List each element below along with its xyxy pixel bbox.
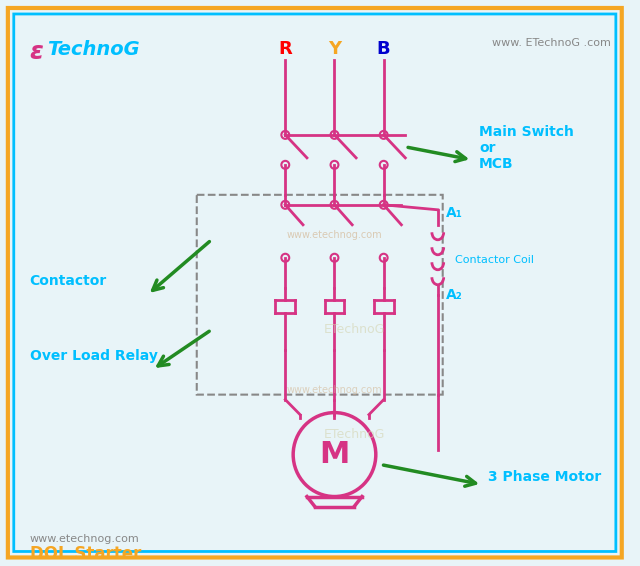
- Text: B: B: [377, 40, 390, 58]
- Text: www. ETechnoG .com: www. ETechnoG .com: [492, 38, 611, 48]
- Text: DOL Starter: DOL Starter: [29, 546, 141, 564]
- Text: A₂: A₂: [445, 288, 463, 302]
- Text: www.etechnog.com: www.etechnog.com: [287, 385, 382, 395]
- Text: www.etechnog.com: www.etechnog.com: [29, 534, 140, 544]
- Text: TechnoG: TechnoG: [47, 40, 140, 59]
- FancyBboxPatch shape: [14, 14, 616, 551]
- Text: Contactor Coil: Contactor Coil: [456, 255, 534, 265]
- Text: ETechnoG: ETechnoG: [323, 428, 385, 441]
- Text: ETechnoG: ETechnoG: [323, 323, 385, 336]
- Text: R: R: [278, 40, 292, 58]
- Text: Main Switch
or
MCB: Main Switch or MCB: [479, 125, 574, 171]
- Text: Y: Y: [328, 40, 341, 58]
- Text: Contactor: Contactor: [29, 274, 107, 288]
- Text: www.etechnog.com: www.etechnog.com: [287, 230, 382, 240]
- FancyBboxPatch shape: [8, 8, 621, 558]
- Text: A₁: A₁: [445, 206, 463, 220]
- Text: 3 Phase Motor: 3 Phase Motor: [488, 470, 601, 483]
- Text: Over Load Relay: Over Load Relay: [29, 349, 157, 363]
- Text: M: M: [319, 440, 349, 469]
- Text: ε: ε: [29, 40, 44, 64]
